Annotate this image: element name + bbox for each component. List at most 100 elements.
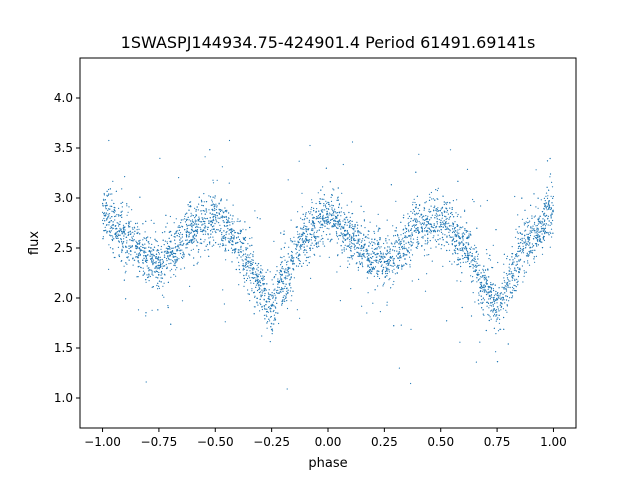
data-point — [188, 219, 190, 221]
data-point — [470, 234, 472, 236]
data-point — [246, 257, 248, 259]
data-point — [259, 218, 261, 220]
data-point — [492, 305, 494, 307]
data-point — [295, 265, 298, 267]
data-point — [536, 245, 538, 247]
data-point — [175, 246, 177, 248]
data-point — [299, 317, 301, 319]
data-point — [381, 255, 383, 258]
data-point — [466, 252, 468, 254]
data-point — [489, 286, 491, 288]
data-point — [102, 219, 104, 221]
data-point — [385, 272, 387, 275]
data-point — [379, 247, 381, 249]
data-point — [343, 212, 345, 214]
data-point — [283, 230, 285, 232]
data-point — [250, 282, 252, 284]
data-point — [457, 229, 459, 231]
data-point — [241, 259, 243, 261]
data-point — [455, 252, 457, 255]
data-point — [239, 251, 241, 253]
data-point — [142, 223, 144, 225]
data-point — [311, 199, 313, 201]
data-point — [512, 259, 514, 261]
data-point — [177, 249, 179, 251]
data-point — [180, 219, 182, 221]
data-point — [121, 214, 123, 216]
data-point — [215, 217, 217, 219]
data-point — [526, 233, 528, 235]
data-point — [153, 271, 155, 273]
data-point — [195, 239, 197, 241]
data-point — [197, 231, 199, 233]
data-point — [231, 228, 233, 230]
data-point — [418, 231, 420, 233]
data-point — [132, 257, 134, 259]
data-point — [299, 263, 301, 265]
data-point — [531, 227, 533, 229]
data-point — [281, 302, 283, 304]
data-point — [380, 257, 382, 259]
data-point — [428, 254, 430, 256]
data-point — [346, 204, 348, 206]
data-point — [265, 301, 267, 303]
data-point — [187, 216, 189, 218]
data-point — [387, 235, 389, 237]
data-point — [224, 250, 226, 252]
data-point — [228, 212, 230, 214]
data-point — [380, 246, 382, 248]
data-point — [133, 239, 135, 241]
data-point — [542, 224, 544, 227]
data-point — [128, 245, 130, 247]
data-point — [303, 225, 305, 227]
data-point — [193, 264, 195, 266]
data-point — [393, 250, 396, 252]
data-point — [524, 234, 526, 236]
data-point — [463, 256, 466, 259]
data-point — [309, 213, 311, 215]
data-point — [252, 269, 254, 271]
data-point — [297, 211, 299, 213]
data-point — [543, 223, 545, 225]
data-point — [306, 264, 308, 266]
data-point — [477, 279, 479, 281]
data-point — [290, 273, 292, 275]
data-point — [445, 216, 447, 218]
data-point — [281, 289, 283, 291]
data-point — [222, 289, 224, 291]
data-point — [105, 202, 107, 204]
data-point — [508, 270, 510, 272]
data-point — [439, 214, 441, 216]
data-point — [212, 216, 214, 218]
data-point — [127, 256, 129, 258]
data-point — [267, 321, 269, 323]
data-point — [542, 238, 545, 240]
data-point — [388, 269, 390, 271]
data-point — [363, 219, 365, 221]
data-point — [109, 247, 112, 249]
data-point — [180, 241, 182, 243]
data-point — [192, 224, 194, 226]
data-point — [546, 186, 548, 188]
data-point — [343, 226, 345, 228]
data-point — [456, 199, 458, 201]
data-point — [381, 270, 383, 272]
data-point — [158, 267, 160, 269]
data-point — [516, 278, 518, 280]
data-point — [148, 246, 150, 248]
data-point — [414, 201, 416, 204]
data-point — [121, 249, 123, 252]
data-point — [332, 226, 334, 228]
data-point — [323, 198, 325, 200]
data-point — [276, 302, 278, 304]
data-point — [516, 263, 518, 265]
data-point — [444, 222, 446, 225]
data-point — [358, 255, 360, 257]
data-point — [104, 205, 106, 207]
data-point — [410, 259, 412, 261]
data-point — [267, 292, 269, 294]
data-point — [438, 210, 440, 212]
data-point — [228, 233, 230, 235]
data-point — [226, 199, 228, 201]
data-point — [243, 285, 245, 287]
